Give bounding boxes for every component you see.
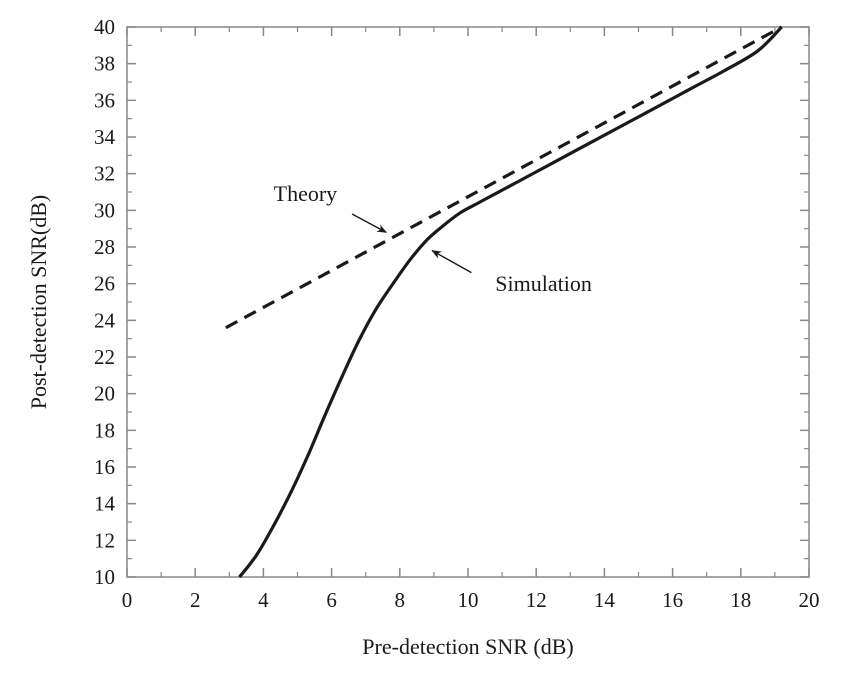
y-tick-label: 34 [94,125,116,149]
x-axis-title: Pre-detection SNR (dB) [362,634,573,659]
y-tick-label: 36 [94,88,115,112]
y-tick-label: 16 [94,455,115,479]
y-tick-label: 30 [94,198,115,222]
x-tick-label: 0 [122,588,133,612]
annotation-simulation-label: Simulation [495,271,592,296]
x-tick-label: 12 [526,588,547,612]
annotation-theory-label: Theory [274,181,338,206]
annotation-layer: Theory Simulation [274,181,592,296]
series-layer [225,25,783,578]
series-line-theory [225,25,783,330]
y-tick-label: 18 [94,418,115,442]
y-tick-label: 22 [94,345,115,369]
x-tick-label: 18 [730,588,751,612]
plot-frame [126,26,810,578]
y-tick-label: 20 [94,382,115,406]
annotation-theory-arrow [351,213,388,233]
ticks-layer: 0 2 4 6 8 10 12 14 16 18 2010121416182022242628303… [94,15,820,612]
y-tick-label: 24 [94,308,116,332]
x-tick-label: 2 [190,588,201,612]
x-tick-label: 16 [662,588,683,612]
x-tick-label: 10 [458,588,479,612]
x-tick-label: 20 [799,588,820,612]
y-tick-label: 10 [94,565,115,589]
y-tick-label: 26 [94,272,115,296]
y-axis-title: Post-detection SNR(dB) [26,195,51,410]
x-tick-label: 8 [395,588,406,612]
y-tick-label: 28 [94,235,115,259]
annotation-simulation-arrow [431,250,472,274]
y-tick-label: 12 [94,528,115,552]
y-tick-label: 14 [94,492,116,516]
y-tick-label: 38 [94,52,115,76]
y-tick-label: 40 [94,15,115,39]
series-line-simulation [238,25,783,578]
y-tick-label: 32 [94,162,115,186]
x-tick-label: 6 [326,588,337,612]
x-tick-label: 14 [594,588,616,612]
x-tick-label: 4 [258,588,269,612]
